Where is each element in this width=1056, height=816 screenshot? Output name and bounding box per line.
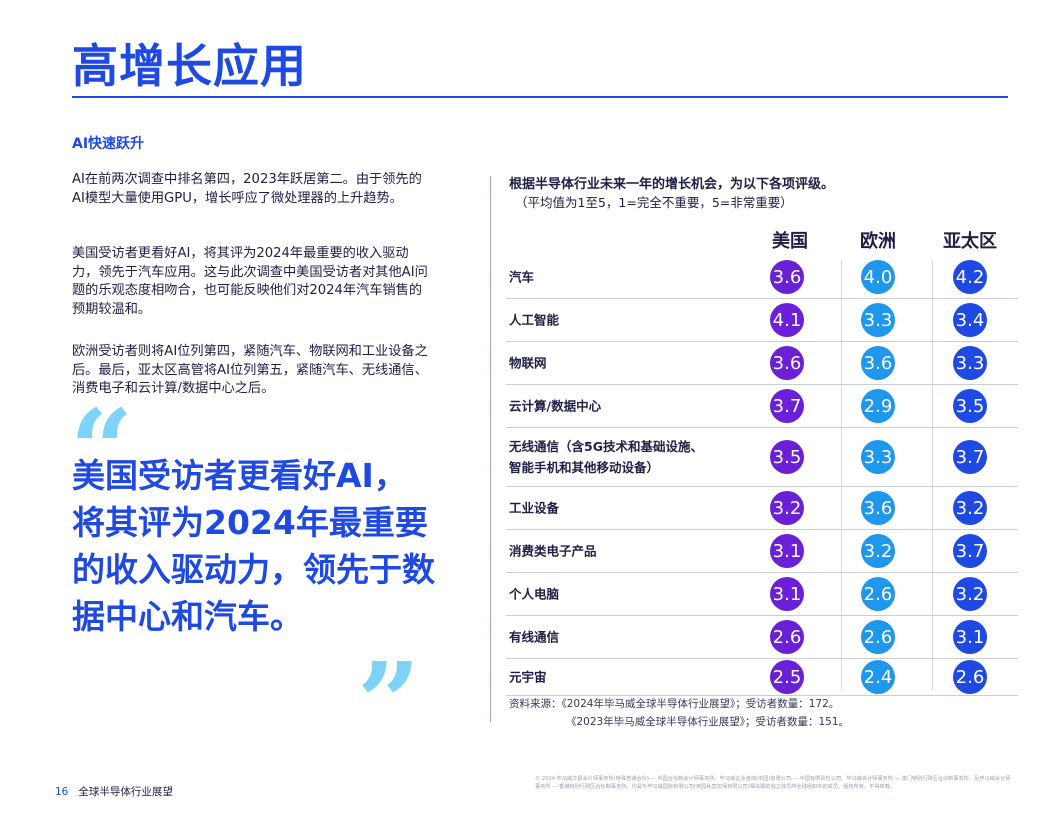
- value-apac: 2.6: [953, 660, 987, 694]
- table-row: 消费类电子产品 3.1 3.2 3.7: [506, 530, 1018, 573]
- column-header-us: 美国: [772, 231, 808, 252]
- quote-close-mark: ”: [357, 638, 421, 767]
- column-header-apac: 亚太区: [943, 231, 997, 252]
- row-label: 汽车: [509, 269, 535, 285]
- value-apac: 3.2: [953, 577, 987, 611]
- value-apac: 3.5: [953, 389, 987, 423]
- row-label: 元宇宙: [509, 669, 547, 685]
- value-us: 3.1: [770, 534, 804, 568]
- value-europe: 2.9: [861, 389, 895, 423]
- value-us: 3.2: [770, 491, 804, 525]
- value-europe: 3.2: [861, 534, 895, 568]
- row-label: 工业设备: [509, 500, 560, 516]
- value-europe: 3.6: [861, 491, 895, 525]
- rating-table: 汽车 3.6 4.0 4.2 人工智能 4.1 3.3 3.4 物联网 3.6 …: [506, 256, 1018, 696]
- page-footer: 16 全球半导体行业展望: [55, 784, 173, 799]
- value-apac: 3.3: [953, 346, 987, 380]
- value-us: 3.5: [770, 440, 804, 474]
- row-label-line: 无线通信（含5G技术和基础设施、: [509, 439, 703, 454]
- legal-notice: © 2024 毕马威华振会计师事务所(特殊普通合伙) — 中国合伙制会计师事务所…: [535, 776, 1011, 790]
- value-apac: 3.2: [953, 491, 987, 525]
- section-heading: AI快速跃升: [72, 136, 145, 152]
- table-row: 元宇宙 2.5 2.4 2.6: [506, 659, 1018, 696]
- value-europe: 2.4: [861, 660, 895, 694]
- value-us: 2.6: [770, 620, 804, 654]
- table-row: 有线通信 2.6 2.6 3.1: [506, 616, 1018, 659]
- row-label-line: 智能手机和其他移动设备）: [509, 460, 660, 475]
- value-us: 3.1: [770, 577, 804, 611]
- pull-quote: 美国受访者更看好AI，将其评为2024年最重要的收入驱动力，领先于数据中心和汽车…: [72, 456, 435, 636]
- table-row: 无线通信（含5G技术和基础设施、 智能手机和其他移动设备） 3.5 3.3 3.…: [506, 428, 1018, 487]
- row-label: 无线通信（含5G技术和基础设施、 智能手机和其他移动设备）: [509, 436, 739, 478]
- body-paragraph: AI在前两次调查中排名第四，2023年跃居第二。由于领先的AI模型大量使用GPU…: [72, 172, 422, 206]
- value-apac: 3.4: [953, 303, 987, 337]
- body-paragraph: 美国受访者更看好AI，将其评为2024年最重要的收入驱动力，领先于汽车应用。这与…: [72, 246, 428, 317]
- row-label: 消费类电子产品: [509, 543, 597, 559]
- source-note: 《2023年毕马威全球半导体行业展望》；受访者数量：151。: [566, 716, 850, 728]
- value-europe: 4.0: [861, 260, 895, 294]
- row-label: 人工智能: [509, 312, 560, 328]
- page-title: 高增长应用: [72, 39, 307, 93]
- value-europe: 2.6: [861, 577, 895, 611]
- value-europe: 3.3: [861, 440, 895, 474]
- column-header-europe: 欧洲: [860, 231, 896, 252]
- value-apac: 4.2: [953, 260, 987, 294]
- page-number: 16: [55, 786, 69, 798]
- table-row: 物联网 3.6 3.6 3.3: [506, 342, 1018, 385]
- value-europe: 3.6: [861, 346, 895, 380]
- row-label: 云计算/数据中心: [509, 398, 602, 414]
- chart-title: 根据半导体行业未来一年的增长机会，为以下各项评级。: [509, 177, 835, 192]
- row-label: 物联网: [509, 355, 547, 371]
- value-apac: 3.7: [953, 534, 987, 568]
- value-europe: 3.3: [861, 303, 895, 337]
- row-label: 个人电脑: [509, 586, 560, 602]
- table-row: 个人电脑 3.1 2.6 3.2: [506, 573, 1018, 616]
- chart-divider: [490, 176, 491, 722]
- table-row: 工业设备 3.2 3.6 3.2: [506, 487, 1018, 530]
- table-row: 汽车 3.6 4.0 4.2: [506, 256, 1018, 299]
- title-divider: [72, 96, 1008, 98]
- value-us: 4.1: [770, 303, 804, 337]
- body-paragraph: 欧洲受访者则将AI位列第四，紧随汽车、物联网和工业设备之后。最后，亚太区高管将A…: [72, 344, 428, 396]
- column-separator: [841, 260, 842, 690]
- value-us: 3.7: [770, 389, 804, 423]
- value-us: 3.6: [770, 260, 804, 294]
- quote-open-mark: “: [70, 385, 134, 514]
- value-us: 2.5: [770, 660, 804, 694]
- column-separator: [932, 260, 933, 690]
- table-row: 人工智能 4.1 3.3 3.4: [506, 299, 1018, 342]
- table-row: 云计算/数据中心 3.7 2.9 3.5: [506, 385, 1018, 428]
- row-label: 有线通信: [509, 629, 560, 645]
- value-apac: 3.1: [953, 620, 987, 654]
- source-note: 资料来源：《2024年毕马威全球半导体行业展望》；受访者数量：172。: [509, 698, 840, 710]
- chart-subtitle: （平均值为1至5，1=完全不重要，5=非常重要）: [515, 195, 793, 210]
- publication-name: 全球半导体行业展望: [78, 786, 173, 798]
- value-us: 3.6: [770, 346, 804, 380]
- value-apac: 3.7: [953, 440, 987, 474]
- value-europe: 2.6: [861, 620, 895, 654]
